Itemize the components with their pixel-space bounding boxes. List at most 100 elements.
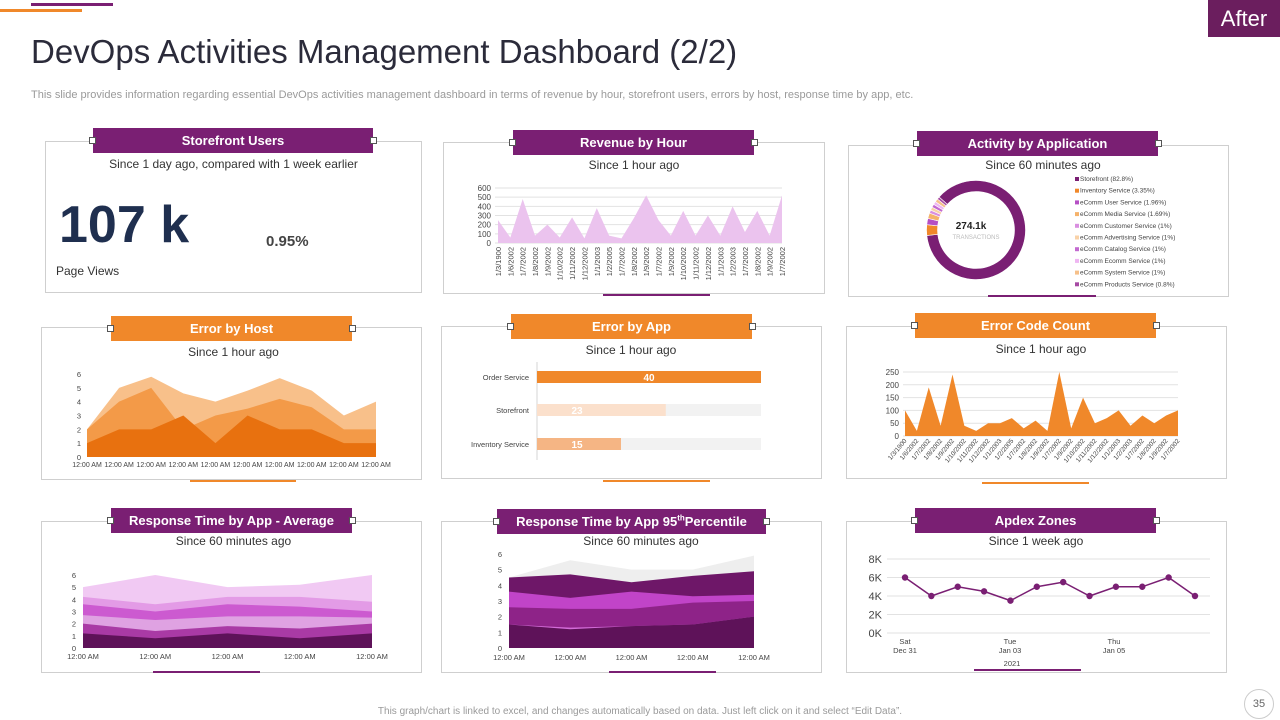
revenue-since: Since 1 hour ago — [588, 158, 680, 172]
revenue-xtick: 1/1/2003 — [716, 247, 725, 276]
apdex-header-label: Apdex Zones — [994, 513, 1077, 528]
error-app-bar — [537, 371, 761, 383]
revenue-xtick: 1/8/2002 — [531, 247, 540, 276]
error-host-ytick: 6 — [77, 370, 81, 379]
error-host-xtick: 12:00 AM — [72, 462, 102, 469]
resp-avg-xtick: 12:00 AM — [212, 652, 244, 661]
revenue-xtick: 1/9/2002 — [543, 247, 552, 276]
revenue-xtick: 1/7/2002 — [519, 247, 528, 276]
header-handle-right — [1153, 322, 1160, 329]
apdex-xtick-day: Thu — [1108, 637, 1121, 646]
resp-avg-series-base — [83, 633, 372, 648]
resp-95-header-label: Response Time by App 95 — [516, 514, 678, 529]
apdex-ytick: 4K — [869, 591, 883, 603]
error-host-xtick: 12:00 AM — [297, 462, 327, 469]
error-host-xtick: 12:00 AM — [104, 462, 134, 469]
error-host-xtick: 12:00 AM — [136, 462, 166, 469]
resp-95-ytick: 5 — [498, 566, 502, 575]
revenue-ytick: 200 — [478, 221, 492, 230]
resp-avg-underline — [153, 671, 260, 673]
error-app-card — [441, 326, 822, 479]
resp-95-ytick: 3 — [498, 597, 502, 606]
error-host-xtick: 12:00 AM — [201, 462, 231, 469]
error-code-header-label: Error Code Count — [980, 318, 1091, 333]
after-badge: After — [1208, 0, 1280, 37]
page-subtitle: This slide provides information regardin… — [31, 89, 914, 101]
apdex-ytick: 8K — [869, 554, 883, 566]
apdex-xtick-day: Sat — [899, 637, 911, 646]
apdex-header: Apdex Zones — [911, 508, 1160, 533]
error-code-ytick: 0 — [895, 432, 900, 441]
error-host-ytick: 5 — [77, 384, 81, 393]
error-app-value-label: 23 — [571, 406, 583, 417]
revenue-xtick: 1/10/2002 — [679, 247, 688, 280]
activity-legend-item: eComm Ecomm Service (1%) — [1080, 258, 1166, 265]
resp-95-header: Response Time by App 95thPercentile — [493, 509, 770, 534]
activity-legend-item: Inventory Service (3.35%) — [1080, 188, 1155, 195]
page-number: 35 — [1244, 689, 1274, 719]
error-app-header-label: Error by App — [592, 319, 671, 334]
revenue-underline — [603, 294, 710, 296]
resp-avg-since: Since 60 minutes ago — [175, 534, 292, 548]
storefront-header: Storefront Users — [89, 128, 377, 153]
resp-avg-xtick: 12:00 AM — [284, 652, 316, 661]
activity-legend-swatch — [1075, 270, 1079, 275]
apdex-point — [1191, 592, 1199, 600]
error-app-category: Order Service — [483, 373, 529, 382]
apdex-since: Since 1 week ago — [988, 534, 1084, 548]
resp-avg-ytick: 3 — [72, 608, 76, 617]
revenue-ytick: 300 — [478, 212, 492, 221]
activity-slice — [936, 196, 948, 207]
error-code-header: Error Code Count — [911, 313, 1160, 338]
header-handle-left — [507, 323, 514, 330]
apdex-point — [901, 574, 909, 581]
resp-avg-ytick: 1 — [72, 632, 76, 641]
resp-95-ytick: 1 — [498, 628, 502, 637]
top-accent-bar — [31, 3, 113, 6]
apdex-xtick-day: Tue — [1004, 637, 1017, 646]
resp-95-xtick: 12:00 AM — [554, 653, 586, 662]
revenue-xtick: 1/1/2003 — [593, 247, 602, 276]
error-host-since: Since 1 hour ago — [188, 345, 279, 359]
apdex-point — [1086, 592, 1093, 600]
apdex-ytick: 2K — [869, 610, 883, 622]
header-handle-right — [1153, 517, 1160, 524]
resp-95-chart: 0 1 2 3 4 5 6 12:00 AM 12:00 AM 12:00 AM 12:00 AM 1… — [493, 550, 770, 662]
resp-avg-ytick: 4 — [72, 595, 76, 604]
activity-center-label: TRANSACTIONS — [952, 235, 999, 241]
resp-avg-ytick: 2 — [72, 620, 76, 629]
error-app-category: Storefront — [496, 406, 530, 415]
apdex-point — [928, 592, 935, 600]
header-handle-right — [751, 139, 758, 146]
resp-avg-xtick: 12:00 AM — [356, 652, 388, 661]
apdex-xtick-date: Jan 03 — [999, 646, 1022, 655]
resp-95-ytick: 0 — [498, 644, 502, 653]
activity-legend-swatch — [1075, 258, 1079, 263]
revenue-ytick: 500 — [478, 193, 492, 202]
resp-95-series-base — [509, 616, 754, 648]
error-host-ytick: 0 — [77, 453, 81, 462]
activity-legend-item: eComm Products Service (0.8%) — [1080, 281, 1175, 288]
error-app-bar — [537, 438, 621, 450]
header-handle-right — [763, 518, 770, 525]
apdex-xtick-date: Jan 05 — [1103, 646, 1126, 655]
activity-chart: 274.1k TRANSACTIONS Storefront (82.8%) Inve… — [926, 176, 1175, 288]
apdex-xtick-date: Dec 31 — [893, 646, 917, 655]
activity-legend-item: eComm System Service (1%) — [1080, 270, 1165, 277]
error-host-xtick: 12:00 AM — [361, 462, 391, 469]
resp-95-xtick: 12:00 AM — [493, 653, 525, 662]
header-handle-right — [749, 323, 756, 330]
apdex-line — [904, 576, 1196, 602]
revenue-xtick: 1/7/2002 — [741, 247, 750, 276]
error-host-header: Error by Host — [107, 316, 356, 341]
error-code-since: Since 1 hour ago — [995, 342, 1087, 356]
resp-95-ytick: 6 — [498, 550, 502, 559]
header-handle-right — [349, 517, 356, 524]
activity-legend-swatch — [1075, 282, 1079, 287]
error-code-ytick: 150 — [886, 394, 900, 403]
storefront-since: Since 1 day ago, compared with 1 week ea… — [109, 157, 358, 171]
header-handle-right — [370, 137, 377, 144]
apdex-point — [954, 583, 961, 590]
revenue-ytick: 0 — [487, 239, 492, 248]
